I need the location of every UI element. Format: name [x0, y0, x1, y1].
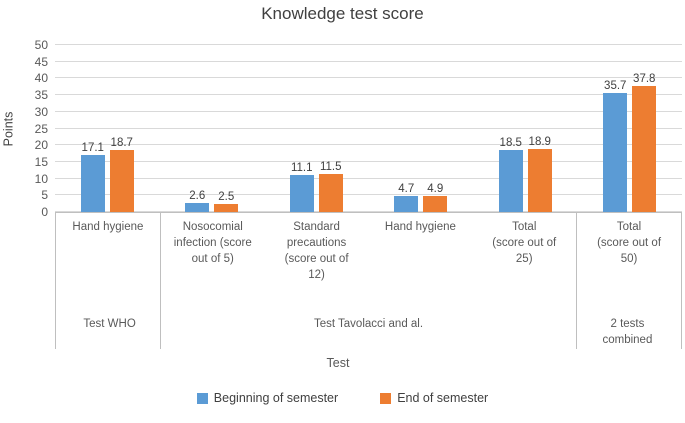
category-label: Standard precautions (score out of 12)	[265, 213, 369, 349]
legend-swatch-end-icon	[380, 392, 392, 404]
y-tick-label: 20	[34, 138, 48, 153]
bar-value-label: 18.5	[499, 137, 522, 150]
y-tick-label: 35	[34, 88, 48, 103]
bar: 17.1	[80, 142, 105, 212]
gridline	[55, 127, 682, 129]
y-axis-ticks: 0 5 10 15 20 25 30 35 40 45 50	[0, 38, 48, 219]
gridline	[55, 60, 682, 62]
category-label: Total (score out of 25)	[472, 213, 578, 349]
gridline	[55, 194, 682, 196]
gridline	[55, 94, 682, 96]
category-label-line: 12)	[308, 269, 325, 281]
legend-item-beginning: Beginning of semester	[196, 391, 339, 405]
bar: 2.6	[185, 190, 210, 212]
group-label-line: Test Tavolacci and al.	[313, 318, 424, 330]
gridline	[55, 211, 682, 212]
category-label-line: (score out of	[597, 237, 662, 249]
x-axis-title: Test	[326, 356, 350, 370]
group-label: 2 tests combined	[574, 316, 681, 348]
category-slot: 4.7 4.9	[369, 45, 474, 212]
legend-item-end: End of semester	[380, 391, 488, 405]
y-tick-label: 10	[34, 171, 48, 186]
category-label-line: Nosocomial	[182, 221, 243, 233]
group-labels-row: Test WHO Test Tavolacci and al. 2 tests com…	[56, 316, 681, 348]
bar-value-label: 18.7	[110, 136, 133, 149]
category-label-line: infection (score	[173, 237, 252, 249]
bar-value-label: 2.6	[189, 190, 206, 203]
category-axis: Hand hygiene Nosocomial infection (score ou…	[55, 212, 682, 349]
group-label: Test WHO	[56, 316, 163, 348]
category-label-line: Hand hygiene	[384, 221, 456, 233]
gridline	[55, 144, 682, 146]
category-label-line: out of 5)	[191, 253, 234, 265]
bar-value-label: 35.7	[604, 79, 627, 92]
category-label: Total (score out of 50)	[577, 213, 681, 349]
bar-value-label: 11.1	[290, 161, 313, 174]
legend-label-beginning: Beginning of semester	[213, 391, 339, 405]
legend-swatch-beginning-icon	[196, 392, 208, 404]
y-tick-label: 40	[34, 71, 48, 86]
category-slot: 2.6 2.5	[160, 45, 265, 212]
gridline	[55, 177, 682, 179]
chart-title: Knowledge test score	[261, 4, 424, 23]
category-slot: 35.7 37.8	[578, 45, 683, 212]
bar: 18.9	[527, 136, 552, 212]
bars-layer: 17.1 18.7 2.6 2.5 11.1 11.5 4.7 4.9 18.5 18.9 35.7…	[55, 45, 682, 212]
bar-value-label: 18.9	[528, 135, 551, 148]
category-label-line: 25)	[515, 253, 533, 265]
bar: 18.7	[109, 137, 134, 212]
bar: 4.7	[394, 183, 419, 212]
bar: 4.9	[423, 183, 448, 212]
category-label: Nosocomial infection (score out of 5)	[161, 213, 265, 349]
category-label-line: precautions	[286, 237, 347, 249]
category-label: Hand hygiene	[368, 213, 472, 349]
bar: 11.1	[289, 162, 314, 212]
bar: 37.8	[632, 73, 657, 212]
y-tick-label: 25	[34, 121, 48, 136]
group-label: Test Tavolacci and al.	[163, 316, 574, 348]
category-label-line: (score out of	[492, 237, 557, 249]
y-tick-label: 5	[41, 188, 48, 203]
category-label-line: Total	[616, 221, 642, 233]
y-tick-label: 30	[34, 104, 48, 119]
group-label-line: 2 tests	[610, 318, 645, 330]
bar-value-label: 4.7	[398, 183, 415, 196]
gridline	[55, 44, 682, 45]
y-tick-label: 50	[34, 38, 48, 52]
plot-area: 17.1 18.7 2.6 2.5 11.1 11.5 4.7 4.9 18.5 18.9 35.7…	[55, 44, 682, 212]
group-label-line: Test WHO	[83, 318, 136, 330]
bar-value-label: 37.8	[633, 72, 656, 85]
category-label-line: Standard	[293, 221, 340, 233]
gridline	[55, 160, 682, 162]
category-label-line: (score out of	[284, 253, 349, 265]
bar-value-label: 4.9	[427, 182, 444, 195]
bar: 2.5	[214, 191, 239, 212]
bar-value-label: 17.1	[81, 141, 104, 154]
y-tick-label: 45	[34, 54, 48, 69]
gridline	[55, 110, 682, 112]
bar-value-label: 2.5	[218, 190, 235, 203]
legend-label-end: End of semester	[397, 391, 489, 405]
legend: Beginning of semester End of semester	[0, 391, 685, 405]
bar: 18.5	[498, 137, 523, 212]
category-label-line: 50)	[620, 253, 638, 265]
bar: 11.5	[318, 161, 343, 212]
category-label-line: Hand hygiene	[72, 221, 144, 233]
y-tick-label: 0	[41, 205, 48, 219]
category-label-line: Total	[512, 221, 537, 233]
category-labels-row: Hand hygiene Nosocomial infection (score ou…	[56, 213, 681, 349]
y-tick-label: 15	[34, 154, 48, 169]
category-slot: 18.5 18.9	[473, 45, 578, 212]
category-slot: 11.1 11.5	[264, 45, 369, 212]
gridline	[55, 77, 682, 79]
bar: 35.7	[603, 80, 628, 212]
group-label-line: combined	[602, 334, 653, 346]
category-label: Hand hygiene	[56, 213, 161, 349]
category-slot: 17.1 18.7	[55, 45, 160, 212]
bar-value-label: 11.5	[319, 160, 342, 173]
